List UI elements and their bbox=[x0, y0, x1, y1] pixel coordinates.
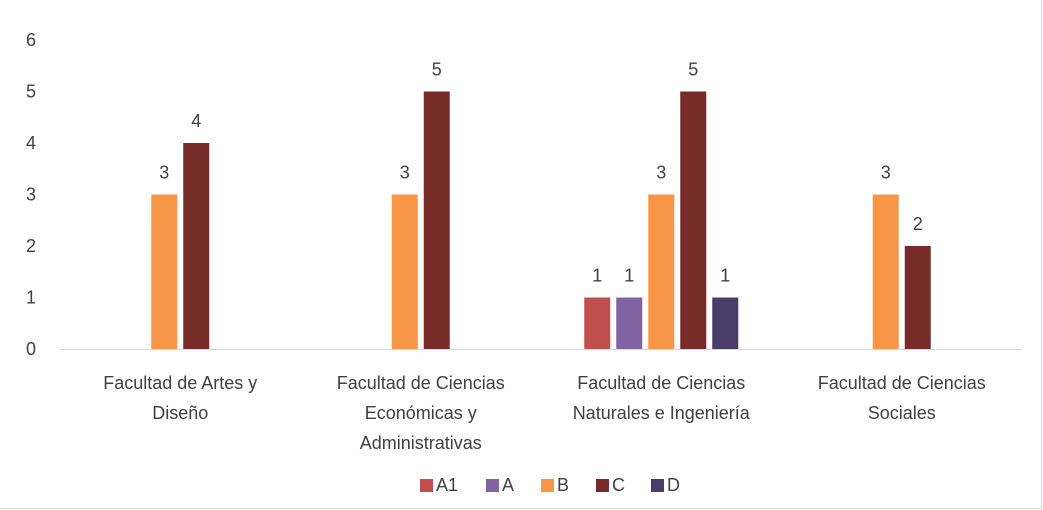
bar-c-1 bbox=[183, 143, 210, 349]
legend-swatch bbox=[596, 479, 609, 492]
bar-b-3 bbox=[648, 194, 675, 349]
legend-label: A1 bbox=[436, 475, 458, 495]
data-label: 4 bbox=[191, 111, 201, 131]
y-tick-label: 6 bbox=[26, 30, 36, 50]
legend-label: D bbox=[667, 475, 680, 495]
legend-item-c: C bbox=[596, 475, 625, 495]
y-tick-label: 3 bbox=[26, 185, 36, 205]
legend-swatch bbox=[651, 479, 664, 492]
data-label: 5 bbox=[688, 60, 698, 80]
category-label: Facultad de Artes y Diseño bbox=[103, 373, 257, 423]
data-label: 1 bbox=[720, 266, 730, 286]
data-label: 1 bbox=[624, 266, 634, 286]
legend-swatch bbox=[486, 479, 499, 492]
y-axis-tick-labels: 0 1 2 3 4 5 6 bbox=[26, 30, 36, 359]
bar-a1-3 bbox=[584, 297, 611, 349]
data-label: 2 bbox=[913, 214, 923, 234]
bar-d-3 bbox=[712, 297, 739, 349]
bar-b-4 bbox=[872, 194, 899, 349]
category-label: Facultad de Ciencias Sociales bbox=[818, 373, 986, 423]
data-label: 3 bbox=[400, 163, 410, 183]
bars-group bbox=[151, 91, 931, 349]
category-labels-group: Facultad de Artes y Diseño Facultad de Cie… bbox=[103, 373, 986, 453]
category-label: Facultad de Ciencias Naturales e Ingenier… bbox=[573, 373, 751, 423]
bar-c-3 bbox=[680, 91, 707, 349]
bar-b-2 bbox=[391, 194, 418, 349]
legend-item-d: D bbox=[651, 475, 680, 495]
y-tick-label: 2 bbox=[26, 236, 36, 256]
legend-swatch bbox=[541, 479, 554, 492]
data-label: 3 bbox=[656, 163, 666, 183]
legend-item-a1: A1 bbox=[420, 475, 458, 495]
legend-label: B bbox=[557, 475, 569, 495]
y-tick-label: 0 bbox=[26, 339, 36, 359]
legend-label: C bbox=[612, 475, 625, 495]
data-label: 3 bbox=[159, 163, 169, 183]
legend: A1 A B C D bbox=[420, 475, 680, 495]
category-label: Facultad de Ciencias Económicas y Administ… bbox=[337, 373, 505, 453]
y-tick-label: 4 bbox=[26, 133, 36, 153]
data-labels-group: 3 4 3 5 1 1 3 5 1 3 2 bbox=[159, 60, 923, 286]
legend-swatch bbox=[420, 479, 433, 492]
legend-label: A bbox=[502, 475, 514, 495]
bar-c-4 bbox=[904, 246, 931, 349]
bar-c-2 bbox=[423, 91, 450, 349]
data-label: 3 bbox=[881, 163, 891, 183]
legend-item-a: A bbox=[486, 475, 514, 495]
legend-item-b: B bbox=[541, 475, 569, 495]
bar-b-1 bbox=[151, 194, 178, 349]
data-label: 5 bbox=[432, 60, 442, 80]
y-tick-label: 5 bbox=[26, 82, 36, 102]
y-tick-label: 1 bbox=[26, 288, 36, 308]
bar-a-3 bbox=[616, 297, 643, 349]
data-label: 1 bbox=[592, 266, 602, 286]
